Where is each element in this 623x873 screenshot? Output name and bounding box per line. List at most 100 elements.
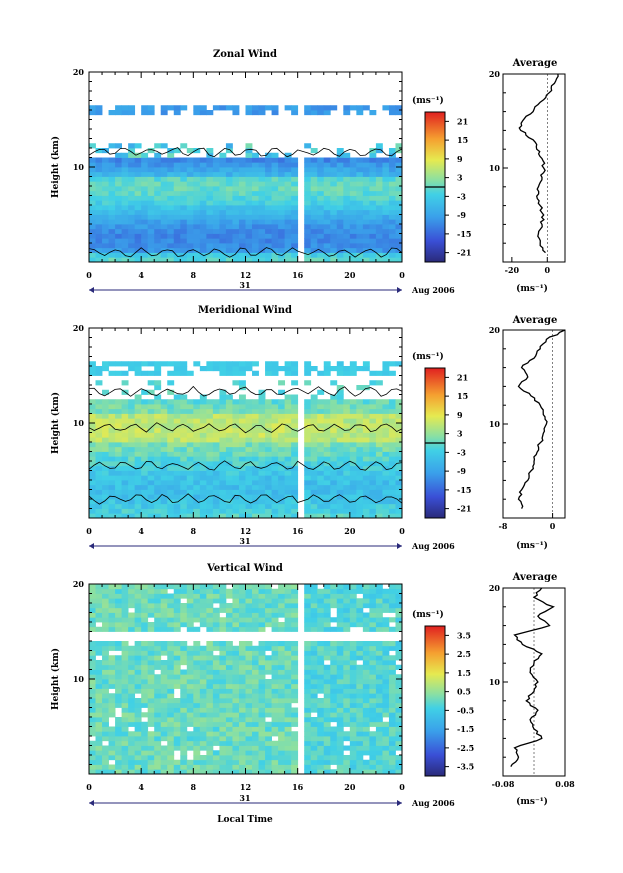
- heatmap-cell: [323, 418, 331, 424]
- heatmap-cell: [343, 736, 351, 742]
- heatmap-cell: [95, 404, 103, 410]
- heatmap-cell: [252, 247, 259, 253]
- heatmap-cell: [304, 607, 312, 613]
- heatmap-cell: [141, 243, 149, 249]
- heatmap-cell: [225, 745, 233, 751]
- heatmap-cell: [134, 669, 142, 675]
- heatmap-cell: [238, 470, 246, 476]
- heatmap-cell: [193, 437, 201, 443]
- heatmap-cell: [317, 233, 325, 239]
- profile-y-tick-label: 20: [489, 69, 501, 79]
- heatmap-cell: [369, 456, 377, 462]
- heatmap-cell: [349, 252, 357, 258]
- heatmap-cell: [206, 759, 214, 765]
- heatmap-cell: [225, 427, 233, 433]
- heatmap-cell: [147, 698, 155, 704]
- heatmap-cell: [121, 238, 129, 244]
- heatmap-cell: [102, 205, 109, 211]
- heatmap-cell: [186, 731, 194, 737]
- heatmap-cell: [102, 626, 109, 632]
- heatmap-cell: [89, 480, 96, 486]
- heatmap-cell: [232, 688, 240, 694]
- heatmap-cell: [265, 219, 272, 225]
- heatmap-cell: [115, 456, 122, 462]
- heatmap-cell: [206, 475, 214, 481]
- heatmap-cell: [95, 228, 103, 234]
- heatmap-cell: [362, 243, 370, 249]
- heatmap-cell: [310, 243, 318, 249]
- profile-x-axis: -8 0: [499, 513, 556, 531]
- heatmap-cell: [147, 389, 155, 395]
- heatmap-cell: [291, 456, 299, 462]
- heatmap-cell: [108, 612, 116, 618]
- heatmap-cell: [219, 736, 227, 742]
- heatmap-cell: [141, 750, 149, 756]
- heatmap-cell: [278, 683, 286, 689]
- heatmap-cell: [121, 688, 129, 694]
- heatmap-cell: [128, 475, 136, 481]
- heatmap-cell: [212, 669, 220, 675]
- heatmap-cell: [291, 423, 299, 429]
- heatmap-cell: [271, 219, 279, 225]
- heatmap-cell: [225, 451, 233, 457]
- heatmap-cell: [388, 423, 396, 429]
- heatmap-cell: [115, 645, 122, 651]
- heatmap-cell: [154, 731, 162, 737]
- heatmap-cell: [395, 465, 403, 471]
- heatmap-cell: [193, 612, 201, 618]
- heatmap-cell: [238, 432, 246, 438]
- heatmap-cell: [356, 750, 364, 756]
- heatmap-cell: [265, 679, 272, 685]
- heatmap-cell: [95, 243, 103, 249]
- heatmap-cell: [323, 205, 331, 211]
- heatmap-cell: [349, 755, 357, 761]
- heatmap-cell: [388, 664, 396, 670]
- heatmap-cell: [336, 247, 344, 253]
- heatmap-cell: [375, 162, 383, 168]
- heatmap-cell: [317, 645, 325, 651]
- heatmap-cell: [206, 769, 214, 775]
- heatmap-cell: [134, 650, 142, 656]
- heatmap-cell: [186, 593, 194, 599]
- heatmap-cell: [271, 769, 279, 775]
- heatmap-cell: [382, 650, 390, 656]
- heatmap-cell: [167, 380, 175, 386]
- heatmap-cell: [160, 228, 168, 234]
- heatmap-cell: [238, 176, 246, 182]
- heatmap-cell: [128, 427, 136, 433]
- heatmap-cell: [186, 176, 194, 182]
- heatmap-cell: [154, 186, 162, 192]
- heatmap-cell: [154, 413, 162, 419]
- heatmap-cell: [330, 641, 338, 647]
- heatmap-cell: [291, 418, 299, 424]
- heatmap-cell: [258, 650, 266, 656]
- heatmap-cell: [147, 456, 155, 462]
- heatmap-cell: [160, 442, 168, 448]
- heatmap-cell: [330, 726, 338, 732]
- heatmap-cell: [232, 669, 240, 675]
- heatmap-cell: [356, 252, 364, 258]
- heatmap-cell: [252, 209, 259, 215]
- heatmap-cell: [95, 484, 103, 490]
- heatmap-cell: [232, 219, 240, 225]
- heatmap-cell: [180, 593, 188, 599]
- heatmap-cell: [310, 200, 318, 206]
- heatmap-cell: [336, 408, 344, 414]
- heatmap-cell: [317, 243, 325, 249]
- heatmap-cell: [128, 650, 136, 656]
- heatmap-cell: [330, 688, 338, 694]
- heatmap-cell: [141, 660, 149, 666]
- heatmap-cell: [271, 465, 279, 471]
- heatmap-cell: [167, 404, 175, 410]
- heatmap-cell: [206, 494, 214, 500]
- heatmap-cell: [265, 252, 272, 258]
- heatmap-cell: [121, 679, 129, 685]
- heatmap-cell: [108, 736, 116, 742]
- colorbar-unit: (ms⁻¹): [412, 351, 444, 362]
- heatmap-cell: [147, 209, 155, 215]
- heatmap-cell: [284, 650, 292, 656]
- heatmap-cell: [317, 219, 325, 225]
- heatmap-cell: [232, 370, 240, 376]
- heatmap-cell: [134, 361, 142, 367]
- heatmap-cell: [382, 195, 390, 201]
